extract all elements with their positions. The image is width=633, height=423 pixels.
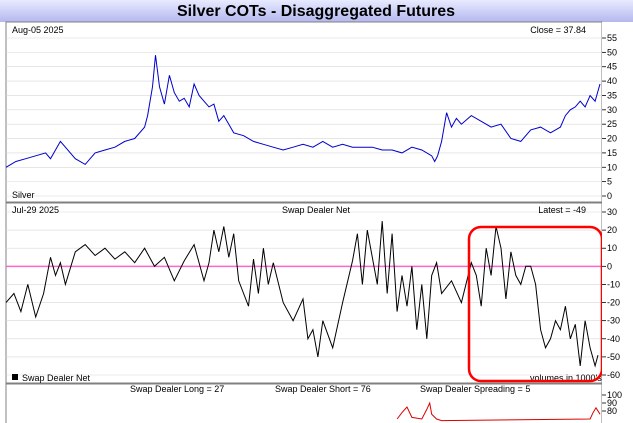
axis-strip bbox=[602, 22, 633, 423]
y-tick-label: 45 bbox=[607, 62, 617, 72]
y-tick-label: 90 bbox=[607, 398, 617, 408]
latest-label: Latest = -49 bbox=[538, 205, 586, 215]
y-tick-label: 35 bbox=[607, 90, 617, 100]
y-tick-labels: 0 5 10 15 20 25 30 35 40 45 50 55 -60 -50 -40 -30 -20 -10… bbox=[602, 33, 622, 416]
price-date-label: Aug-05 2025 bbox=[12, 25, 64, 35]
y-tick-label: -20 bbox=[607, 298, 620, 308]
close-label: Close = 37.84 bbox=[530, 25, 586, 35]
bottom-panel: Swap Dealer Long = 27 Swap Dealer Short … bbox=[5, 383, 603, 423]
y-tick-label: 10 bbox=[607, 162, 617, 172]
y-tick-label: -40 bbox=[607, 334, 620, 344]
y-tick-label: 20 bbox=[607, 225, 617, 235]
net-panel-title: Swap Dealer Net bbox=[282, 205, 351, 215]
net-series-line bbox=[5, 221, 599, 368]
y-tick-label: -60 bbox=[607, 370, 620, 380]
long-short-series-line bbox=[396, 401, 601, 422]
symbol-label: Silver bbox=[12, 190, 35, 200]
y-tick-label: 5 bbox=[607, 177, 612, 187]
y-tick-label: 40 bbox=[607, 76, 617, 86]
y-tick-label: 25 bbox=[607, 119, 617, 129]
net-panel: Jul-29 2025 Swap Dealer Net Latest = -49… bbox=[5, 202, 604, 384]
y-tick-label: 0 bbox=[607, 261, 612, 271]
price-series-line bbox=[5, 55, 601, 168]
units-label: volumes in 1000's bbox=[530, 373, 602, 383]
price-grid bbox=[6, 37, 602, 197]
spreading-label: Swap Dealer Spreading = 5 bbox=[420, 384, 530, 394]
y-tick-label: 30 bbox=[607, 105, 617, 115]
price-panel: Aug-05 2025 Close = 37.84 Silver bbox=[5, 21, 603, 203]
y-tick-label: 20 bbox=[607, 134, 617, 144]
y-tick-label: 100 bbox=[607, 390, 622, 400]
net-panel-frame bbox=[5, 202, 603, 384]
y-tick-label: 50 bbox=[607, 47, 617, 57]
bottom-panel-frame bbox=[5, 383, 603, 423]
chart-title: Silver COTs - Disaggregated Futures bbox=[177, 3, 455, 20]
y-tick-label: 15 bbox=[607, 148, 617, 158]
y-tick-label: 55 bbox=[607, 33, 617, 43]
title-bar bbox=[0, 0, 633, 22]
legend-swatch bbox=[12, 374, 18, 380]
y-tick-label: -50 bbox=[607, 352, 620, 362]
y-tick-label: -30 bbox=[607, 316, 620, 326]
legend-label: Swap Dealer Net bbox=[22, 373, 91, 383]
y-tick-label: 30 bbox=[607, 207, 617, 217]
y-tick-label: 80 bbox=[607, 406, 617, 416]
price-panel-frame bbox=[5, 21, 603, 203]
short-label: Swap Dealer Short = 76 bbox=[275, 384, 371, 394]
long-label: Swap Dealer Long = 27 bbox=[130, 384, 224, 394]
y-tick-label: 0 bbox=[607, 191, 612, 201]
net-date-label: Jul-29 2025 bbox=[12, 205, 59, 215]
y-tick-label: 10 bbox=[607, 243, 617, 253]
y-tick-label: -10 bbox=[607, 279, 620, 289]
